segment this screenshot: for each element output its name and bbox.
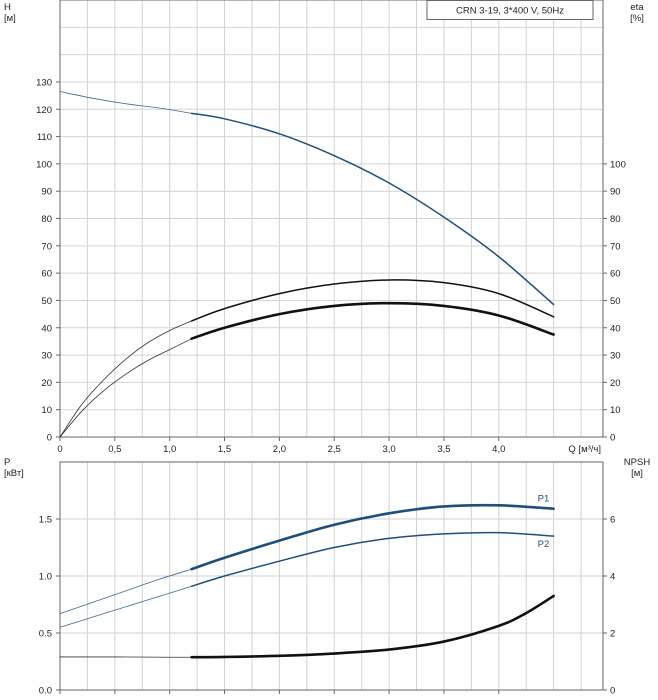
series-label: P2 (538, 539, 550, 550)
y-tick-label: 90 (41, 187, 52, 198)
y2-tick-label: 0 (610, 433, 615, 444)
y2-tick-label: 2 (610, 629, 615, 640)
series-line-working (190, 594, 555, 659)
y-tick-label: 110 (37, 132, 52, 143)
y2-tick-label: 30 (610, 351, 621, 362)
y2-tick-label: 80 (610, 214, 621, 225)
y2-tick-label: 50 (610, 296, 621, 307)
y-axis-label: [м] (4, 13, 16, 24)
x-tick-label: 0,5 (108, 444, 121, 455)
power-npsh-panel: 0.0 0.5 1.0 1.5 0 2 4 6 P[кВт] NPSH[м] P1 P2 (4, 457, 650, 697)
series-line-working (190, 503, 555, 571)
series-line-working (190, 112, 555, 306)
y-tick-label: 80 (41, 214, 52, 225)
y2-tick-label: 4 (610, 572, 615, 583)
y-tick-label: 10 (41, 405, 52, 416)
y-tick-label: 50 (41, 296, 52, 307)
y-tick-label: 30 (41, 351, 52, 362)
x-tick-label: 1,5 (218, 444, 231, 455)
y-tick-label: 20 (41, 378, 52, 389)
y-tick-label: 40 (41, 323, 52, 334)
x-tick-label: 3,0 (382, 444, 395, 455)
x-tick-label: 0 (57, 444, 62, 455)
y-tick-label: 1.0 (39, 572, 52, 583)
series-line-extended (59, 568, 192, 614)
y2-axis-label: [%] (630, 13, 644, 24)
y2-axis-label: [м] (631, 468, 643, 479)
y-tick-label: 130 (36, 77, 52, 88)
legend-box (426, 0, 594, 20)
series-line-extended (59, 91, 192, 114)
y2-tick-label: 90 (610, 187, 621, 198)
y2-tick-label: 6 (610, 515, 615, 526)
y2-tick-label: 0 (610, 686, 615, 697)
qh-efficiency-panel: 0 10 20 30 40 50 60 70 80 90 100 110 120 130 0 10 20 30 40… (4, 0, 644, 455)
y-tick-label: 120 (36, 105, 52, 116)
series-line-extended (59, 585, 192, 628)
series-line-working (190, 301, 555, 340)
series-line-working (190, 279, 555, 322)
y-tick-label: 100 (36, 159, 52, 170)
y-tick-label: 0.0 (39, 686, 52, 697)
series-line-working (190, 531, 555, 588)
x-tick-label: 2,5 (328, 444, 341, 455)
x-tick-label: 4,0 (492, 444, 505, 455)
y-axis-label: H (4, 2, 11, 13)
y-axis-label: [кВт] (4, 468, 24, 479)
series-line-extended (59, 320, 192, 438)
series-line-extended (59, 338, 192, 438)
x-tick-label: 2,0 (273, 444, 286, 455)
y-tick-label: 70 (41, 241, 52, 252)
x-axis-label: Q [м³/ч] (568, 444, 601, 455)
series-label: P1 (538, 494, 550, 505)
y-axis-label: P (4, 457, 10, 468)
y2-tick-label: 40 (610, 323, 621, 334)
y2-axis-label: eta (630, 2, 644, 13)
y2-tick-label: 10 (610, 405, 621, 416)
y-tick-label: 0 (47, 433, 52, 444)
x-tick-label: 3,5 (437, 444, 450, 455)
y2-tick-label: 100 (610, 159, 626, 170)
y-tick-label: 1.5 (39, 515, 52, 526)
y2-tick-label: 70 (610, 241, 621, 252)
x-tick-label: 1,0 (163, 444, 176, 455)
y2-axis-label: NPSH (624, 457, 651, 468)
y2-tick-label: 20 (610, 378, 621, 389)
y2-tick-label: 60 (610, 269, 621, 280)
legend-text: CRN 3-19, 3*400 V, 50Hz (456, 6, 564, 17)
y-tick-label: 60 (41, 269, 52, 280)
y-tick-label: 0.5 (39, 629, 52, 640)
